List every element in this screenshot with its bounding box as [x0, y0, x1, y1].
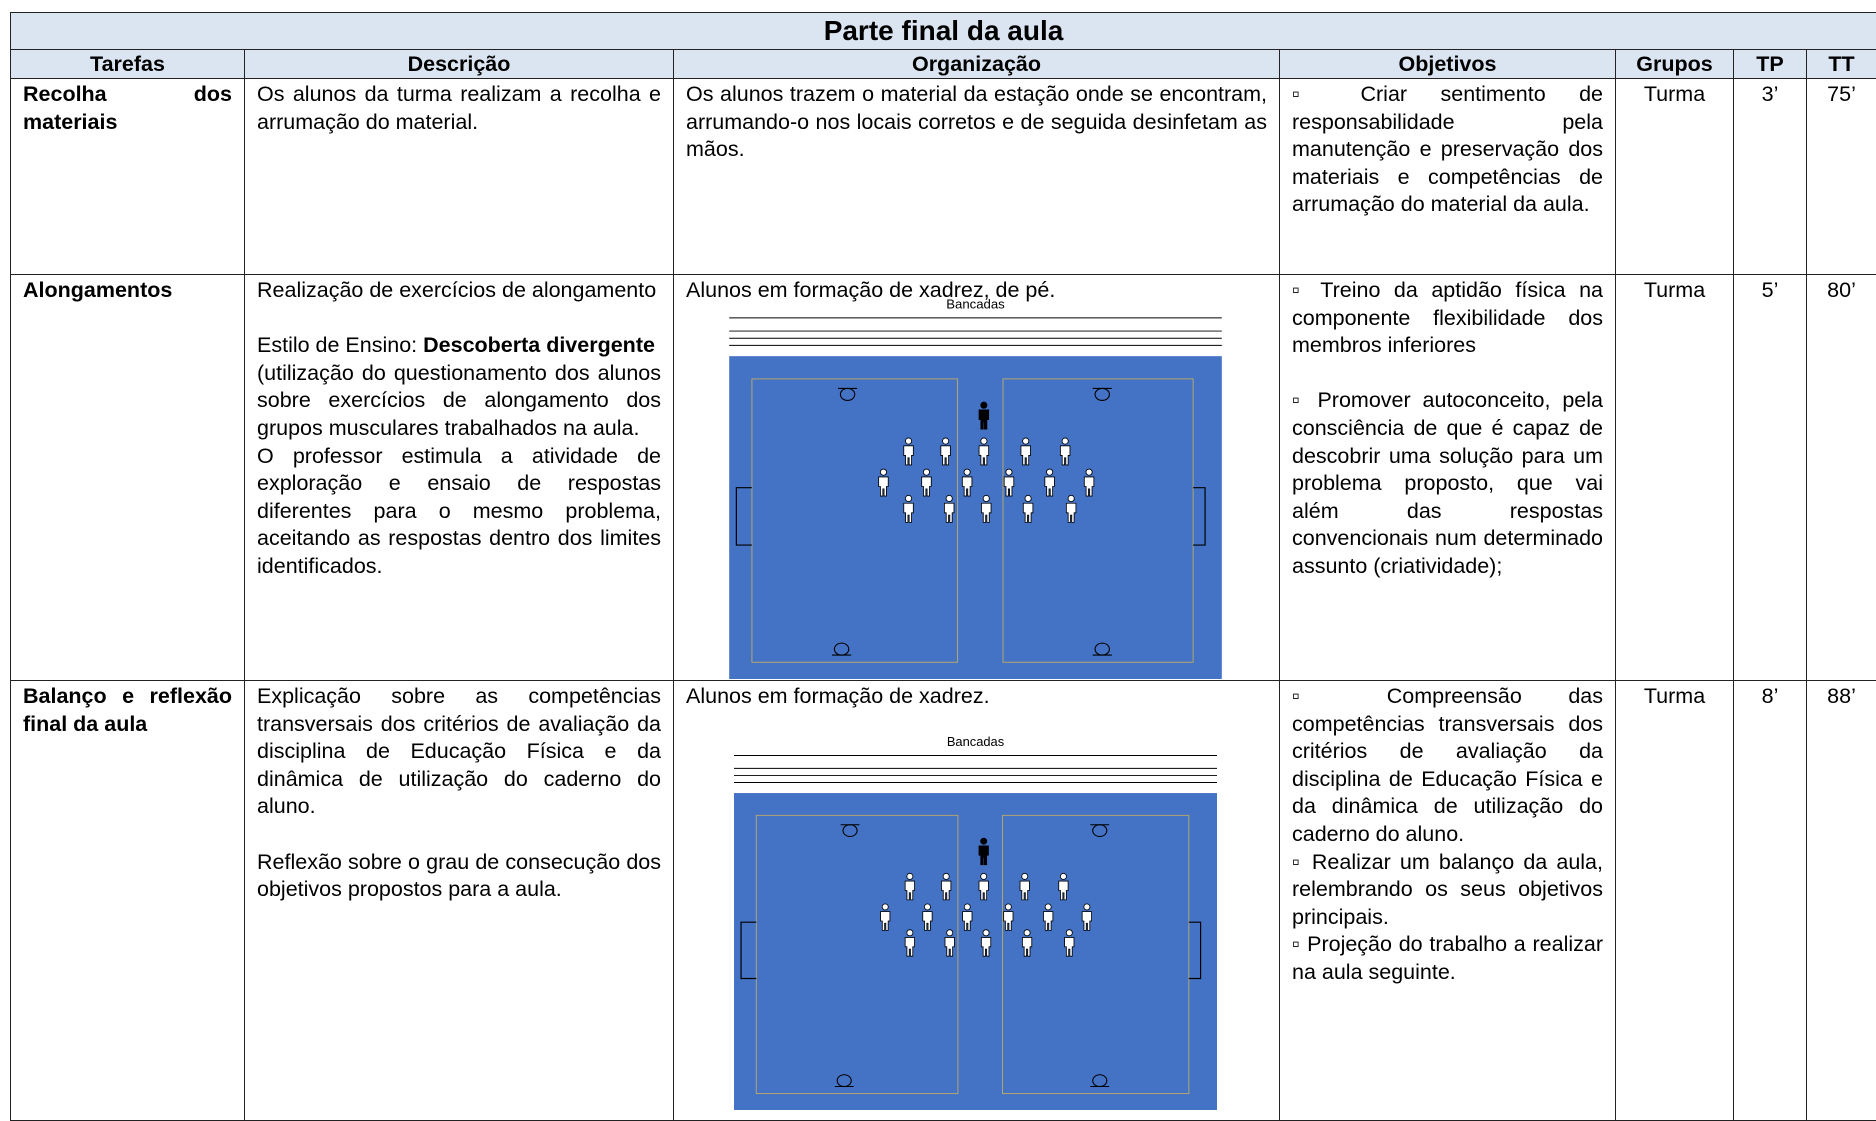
student — [880, 469, 886, 475]
bold-text: Descoberta divergente — [423, 333, 655, 357]
student — [905, 438, 911, 444]
objectives: ▫ Compreensão das competências transvers… — [1280, 681, 1616, 1121]
student — [946, 495, 952, 501]
student — [924, 904, 930, 910]
header: Objetivos — [1280, 50, 1616, 79]
objective: ▫ Realizar um balanço da aula, relembran… — [1292, 849, 1603, 932]
student — [983, 930, 989, 936]
description: Os alunos da turma realizam a recolha e … — [245, 79, 674, 275]
student — [1005, 904, 1011, 910]
header: Descrição — [245, 50, 674, 79]
paragraph: Reflexão sobre o grau de consecução dos … — [257, 849, 661, 904]
objective: ▫ Treino da aptidão física na componente… — [1292, 277, 1603, 360]
row: Alongamentos Realização de exercícios de… — [11, 275, 1876, 681]
header: TP — [1734, 50, 1807, 79]
header: Organização — [674, 50, 1280, 79]
student — [1023, 438, 1029, 444]
table-title: Parte final da aula — [11, 13, 1876, 50]
student — [1060, 873, 1066, 879]
objectives: ▫ Criar sentimento de responsabilidade p… — [1280, 79, 1616, 275]
organization: Alunos em formação de xadrez, de pé. Ban… — [674, 275, 1280, 681]
tt: 80’ — [1807, 275, 1876, 681]
tp: 3’ — [1734, 79, 1807, 275]
student — [905, 495, 911, 501]
text: Explicação sobre as competências transve… — [257, 684, 661, 818]
diagram-label: Bancadas — [947, 734, 1004, 749]
objective: ▫ Criar sentimento de responsabilidade p… — [1292, 81, 1603, 219]
row: Recolha dos materiais Os alunos da turma… — [11, 79, 1876, 275]
tt: 88’ — [1807, 681, 1876, 1121]
court — [729, 356, 1222, 679]
tt: 75’ — [1807, 79, 1876, 275]
description: Explicação sobre as competências transve… — [245, 681, 674, 1121]
objective: ▫ Promover autoconceito, pela consciênci… — [1292, 387, 1603, 580]
student — [943, 873, 949, 879]
student — [1084, 904, 1090, 910]
header: Tarefas — [11, 50, 245, 79]
groups: Turma — [1616, 275, 1734, 681]
student — [964, 904, 970, 910]
objectives: ▫ Treino da aptidão física na componente… — [1280, 275, 1616, 681]
text: O professor estimula a atividade de expl… — [257, 444, 661, 578]
court-diagram: Bancadas — [729, 294, 1222, 679]
student — [1068, 495, 1074, 501]
task: Balanço e reflexão final da aula — [11, 681, 245, 1121]
paragraph: O professor estimula a atividade de expl… — [257, 443, 661, 581]
teacher — [981, 402, 987, 408]
paragraph: Realização de exercícios de alongamento — [257, 277, 661, 305]
organization: Os alunos trazem o material da estação o… — [674, 79, 1280, 275]
paragraph: Explicação sobre as competências transve… — [257, 683, 661, 821]
text: (utilização do questionamento dos alunos… — [257, 361, 661, 440]
student — [1045, 904, 1051, 910]
text: Realização de exercícios de alongamento — [257, 278, 656, 302]
text: Estilo de Ensino: — [257, 333, 423, 357]
student — [1006, 469, 1012, 475]
description: Realização de exercícios de alongamento … — [245, 275, 674, 681]
header-row: Tarefas Descrição Organização Objetivos … — [11, 50, 1876, 79]
student — [1062, 438, 1068, 444]
student — [981, 438, 987, 444]
task: Recolha dos materiais — [11, 79, 245, 275]
header: TT — [1807, 50, 1876, 79]
text: Alunos em formação de xadrez. — [686, 683, 1267, 711]
student — [1066, 930, 1072, 936]
student — [983, 495, 989, 501]
paragraph: (utilização do questionamento dos alunos… — [257, 360, 661, 443]
groups: Turma — [1616, 681, 1734, 1121]
student — [943, 438, 949, 444]
diagram-label: Bancadas — [946, 296, 1005, 311]
lesson-table: Parte final da aula Tarefas Descrição Or… — [10, 12, 1876, 1121]
student — [1024, 930, 1030, 936]
objective: ▫ Projeção do trabalho a realizar na aul… — [1292, 931, 1603, 986]
paragraph: Os alunos da turma realizam a recolha e … — [257, 81, 661, 136]
student — [907, 930, 913, 936]
groups: Turma — [1616, 79, 1734, 275]
text: Os alunos da turma realizam a recolha e … — [257, 82, 661, 134]
teacher — [981, 838, 987, 844]
header: Grupos — [1616, 50, 1734, 79]
student — [947, 930, 953, 936]
objective: ▫ Compreensão das competências transvers… — [1292, 683, 1603, 849]
task: Alongamentos — [11, 275, 245, 681]
tp: 8’ — [1734, 681, 1807, 1121]
organization: Alunos em formação de xadrez. Bancadas — [674, 681, 1280, 1121]
student — [923, 469, 929, 475]
student — [1047, 469, 1053, 475]
student — [1022, 873, 1028, 879]
student — [1025, 495, 1031, 501]
paragraph: Estilo de Ensino: Descoberta divergente — [257, 332, 661, 360]
student — [882, 904, 888, 910]
court-diagram: Bancadas — [734, 732, 1217, 1110]
student — [964, 469, 970, 475]
student — [907, 873, 913, 879]
student — [1086, 469, 1092, 475]
title-row: Parte final da aula — [11, 13, 1876, 50]
row: Balanço e reflexão final da aula Explica… — [11, 681, 1876, 1121]
court — [734, 793, 1217, 1110]
tp: 5’ — [1734, 275, 1807, 681]
text: Reflexão sobre o grau de consecução dos … — [257, 850, 661, 902]
student — [981, 873, 987, 879]
